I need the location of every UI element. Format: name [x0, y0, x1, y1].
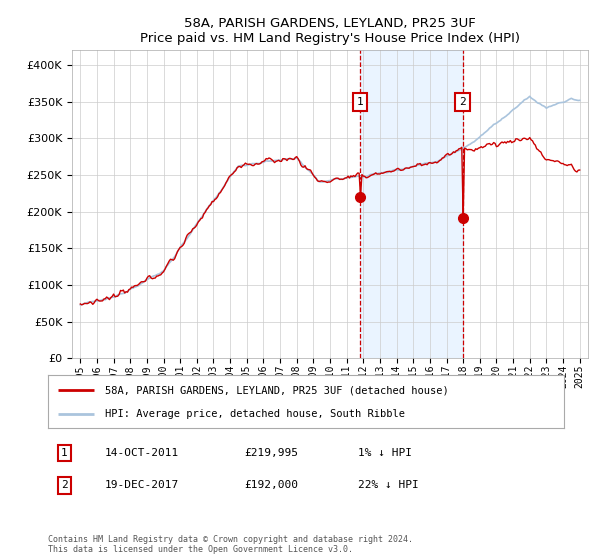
Text: 22% ↓ HPI: 22% ↓ HPI	[358, 480, 418, 491]
Text: Contains HM Land Registry data © Crown copyright and database right 2024.
This d: Contains HM Land Registry data © Crown c…	[48, 535, 413, 554]
Text: £219,995: £219,995	[244, 448, 298, 458]
Text: 2: 2	[61, 480, 68, 491]
Text: 19-DEC-2017: 19-DEC-2017	[105, 480, 179, 491]
Text: 1: 1	[61, 448, 68, 458]
Text: 58A, PARISH GARDENS, LEYLAND, PR25 3UF (detached house): 58A, PARISH GARDENS, LEYLAND, PR25 3UF (…	[105, 385, 449, 395]
Text: £192,000: £192,000	[244, 480, 298, 491]
Title: 58A, PARISH GARDENS, LEYLAND, PR25 3UF
Price paid vs. HM Land Registry's House P: 58A, PARISH GARDENS, LEYLAND, PR25 3UF P…	[140, 17, 520, 45]
Bar	[360, 50, 463, 358]
Text: 1% ↓ HPI: 1% ↓ HPI	[358, 448, 412, 458]
Text: 2: 2	[459, 97, 466, 107]
Text: HPI: Average price, detached house, South Ribble: HPI: Average price, detached house, Sout…	[105, 408, 405, 418]
Text: 1: 1	[356, 97, 363, 107]
Text: 14-OCT-2011: 14-OCT-2011	[105, 448, 179, 458]
